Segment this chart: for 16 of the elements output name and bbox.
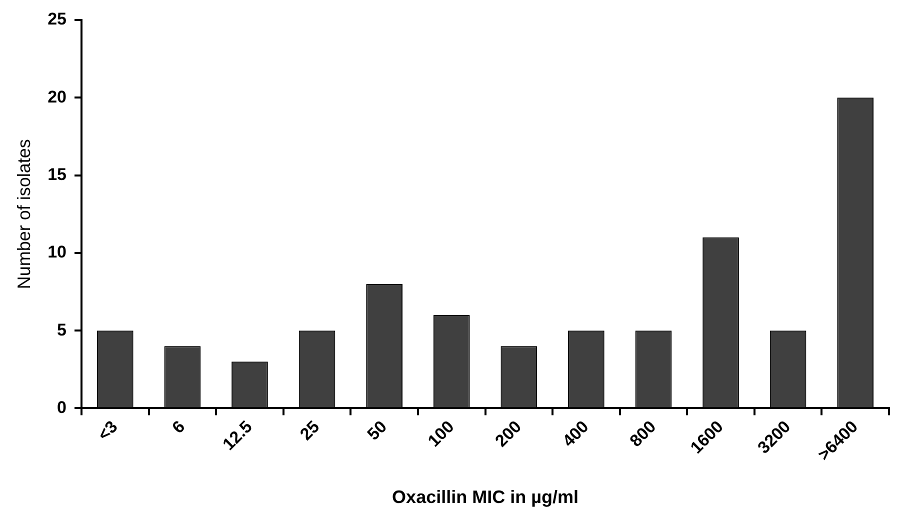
y-tick-label: 20 — [48, 87, 67, 106]
x-tick-label: 25 — [296, 417, 324, 444]
y-tick-label: 25 — [48, 10, 67, 29]
y-tick-label: 0 — [57, 398, 67, 417]
x-tick-label: 400 — [558, 417, 592, 451]
x-tick-label: 50 — [364, 417, 390, 444]
y-axis-title: Number of isolates — [14, 139, 34, 290]
x-tick-label: 100 — [424, 417, 458, 451]
x-tick-label: 800 — [626, 417, 660, 451]
x-tick-label: 6 — [168, 417, 189, 438]
y-tick-label: 10 — [48, 242, 67, 262]
y-tick-label: 5 — [57, 320, 67, 340]
x-tick-label: 200 — [492, 417, 526, 451]
x-axis-title: Oxacillin MIC in µg/ml — [392, 487, 578, 508]
y-tick-label: 15 — [48, 164, 67, 184]
x-tick-label: <3 — [94, 417, 122, 444]
